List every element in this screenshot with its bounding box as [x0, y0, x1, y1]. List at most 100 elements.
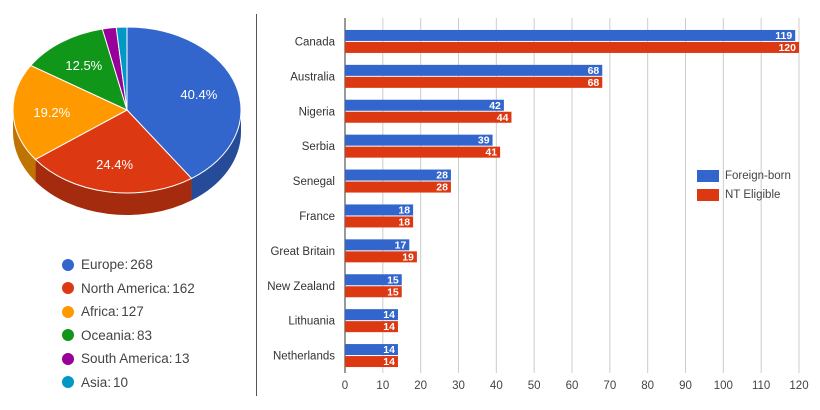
bar-value-label-nt-eligible-new-zealand: 15 — [387, 286, 399, 298]
bar-nt-eligible-serbia — [345, 146, 501, 158]
legend-swatch — [62, 352, 74, 365]
bar-value-label-foreign-born-senegal: 28 — [436, 170, 448, 182]
bar-value-label-foreign-born-lithuania: 14 — [383, 309, 395, 321]
bar-value-label-foreign-born-canada: 119 — [775, 30, 792, 42]
bar-foreign-born-france — [345, 204, 414, 216]
legend-item-oceania: Oceania: 83 — [62, 324, 195, 348]
legend-value: 10 — [113, 374, 129, 390]
x-tick-label-10: 10 — [376, 380, 389, 392]
category-label-new-zealand: New Zealand — [267, 281, 335, 293]
legend-item-nt-eligible: NT Eligible — [697, 185, 791, 204]
bar-value-label-nt-eligible-great-britain: 19 — [402, 251, 414, 263]
bar-value-label-foreign-born-france: 18 — [398, 204, 410, 216]
bar-nt-eligible-new-zealand — [345, 286, 402, 298]
bar-value-label-nt-eligible-netherlands: 14 — [383, 356, 395, 368]
bar-foreign-born-great-britain — [345, 239, 410, 251]
bar-nt-eligible-france — [345, 216, 414, 228]
pie-slice-europe — [126, 26, 242, 180]
bar-nt-eligible-netherlands — [345, 356, 398, 368]
x-tick-label-40: 40 — [490, 380, 503, 392]
bar-value-label-foreign-born-great-britain: 17 — [395, 239, 407, 251]
pie-slice-asia — [115, 26, 128, 111]
x-tick-label-110: 110 — [752, 380, 770, 392]
pie-legend: Europe: 268 North America: 162 Africa: 127 Oce… — [62, 253, 195, 394]
legend-label: North America: — [81, 280, 171, 296]
legend-swatch — [697, 188, 719, 201]
bar-value-label-nt-eligible-senegal: 28 — [436, 182, 448, 194]
bar-nt-eligible-australia — [345, 76, 603, 88]
bar-nt-eligible-nigeria — [345, 111, 512, 123]
legend-item-asia: Asia: 10 — [62, 371, 195, 395]
legend-value: 83 — [137, 327, 153, 343]
legend-swatch — [697, 169, 719, 182]
pie-side-africa — [13, 110, 36, 182]
bar-foreign-born-serbia — [345, 134, 493, 146]
category-label-lithuania: Lithuania — [288, 316, 335, 328]
legend-item-north-america: North America: 162 — [62, 277, 195, 301]
legend-value: 13 — [174, 351, 190, 367]
bar-value-label-foreign-born-new-zealand: 15 — [387, 274, 399, 286]
category-label-netherlands: Netherlands — [273, 351, 335, 363]
legend-swatch — [62, 258, 74, 271]
bar-legend: Foreign-born NT Eligible — [697, 166, 791, 204]
pie-side-north-america — [35, 159, 192, 215]
x-tick-label-30: 30 — [452, 380, 465, 392]
legend-swatch — [62, 282, 74, 295]
bar-value-label-nt-eligible-lithuania: 14 — [383, 321, 395, 333]
pie-chart: 40.4% 24.4% 19.2% 12.5% — [12, 26, 242, 215]
legend-value: 268 — [130, 257, 153, 273]
bar-value-label-foreign-born-australia: 68 — [588, 65, 600, 77]
bar-foreign-born-senegal — [345, 169, 451, 181]
category-label-canada: Canada — [295, 36, 336, 48]
x-tick-label-60: 60 — [566, 380, 579, 392]
legend-label: Asia: — [81, 374, 112, 390]
category-label-senegal: Senegal — [293, 176, 335, 188]
bar-foreign-born-australia — [345, 64, 603, 76]
legend-label: Europe: — [81, 257, 129, 273]
legend-item-europe: Europe: 268 — [62, 253, 195, 277]
bar-foreign-born-netherlands — [345, 344, 398, 356]
legend-label: NT Eligible — [725, 188, 781, 201]
bar-value-label-nt-eligible-france: 18 — [398, 216, 410, 228]
legend-value: 127 — [121, 304, 144, 320]
category-label-nigeria: Nigeria — [299, 106, 336, 118]
category-label-australia: Australia — [290, 71, 335, 83]
x-tick-label-0: 0 — [342, 380, 348, 392]
legend-swatch — [62, 376, 74, 389]
pie-percent-label-africa: 19.2% — [33, 105, 70, 120]
bar-nt-eligible-lithuania — [345, 321, 398, 333]
bar-foreign-born-lithuania — [345, 309, 398, 321]
x-tick-label-50: 50 — [528, 380, 541, 392]
x-tick-label-100: 100 — [714, 380, 733, 392]
bar-nt-eligible-great-britain — [345, 251, 417, 263]
bar-value-label-foreign-born-netherlands: 14 — [383, 344, 395, 356]
bar-foreign-born-new-zealand — [345, 274, 402, 286]
bar-value-label-nt-eligible-serbia: 41 — [485, 147, 497, 159]
x-tick-label-90: 90 — [679, 380, 692, 392]
legend-item-africa: Africa: 127 — [62, 300, 195, 324]
legend-label: Foreign-born — [725, 169, 791, 182]
pie-percent-label-europe: 40.4% — [180, 87, 217, 102]
bar-foreign-born-nigeria — [345, 99, 504, 111]
category-label-serbia: Serbia — [302, 141, 336, 153]
bar-value-label-foreign-born-serbia: 39 — [478, 135, 490, 147]
bar-value-label-nt-eligible-australia: 68 — [588, 77, 600, 89]
pie-slice-oceania — [29, 28, 128, 111]
bar-value-label-nt-eligible-nigeria: 44 — [497, 112, 509, 124]
legend-label: Africa: — [81, 304, 120, 320]
x-tick-label-120: 120 — [789, 380, 808, 392]
legend-item-foreign-born: Foreign-born — [697, 166, 791, 185]
category-label-france: France — [299, 211, 335, 223]
x-tick-label-70: 70 — [603, 380, 616, 392]
bar-nt-eligible-senegal — [345, 181, 451, 193]
category-label-great-britain: Great Britain — [270, 246, 335, 258]
pie-slice-north-america — [34, 109, 193, 194]
legend-label: Oceania: — [81, 327, 136, 343]
pie-side-europe — [191, 110, 241, 201]
legend-label: South America: — [81, 351, 173, 367]
pie-percent-label-north-america: 24.4% — [96, 157, 133, 172]
x-tick-label-80: 80 — [641, 380, 654, 392]
legend-value: 162 — [172, 280, 195, 296]
pie-percent-label-oceania: 12.5% — [65, 58, 102, 73]
x-tick-label-20: 20 — [414, 380, 427, 392]
